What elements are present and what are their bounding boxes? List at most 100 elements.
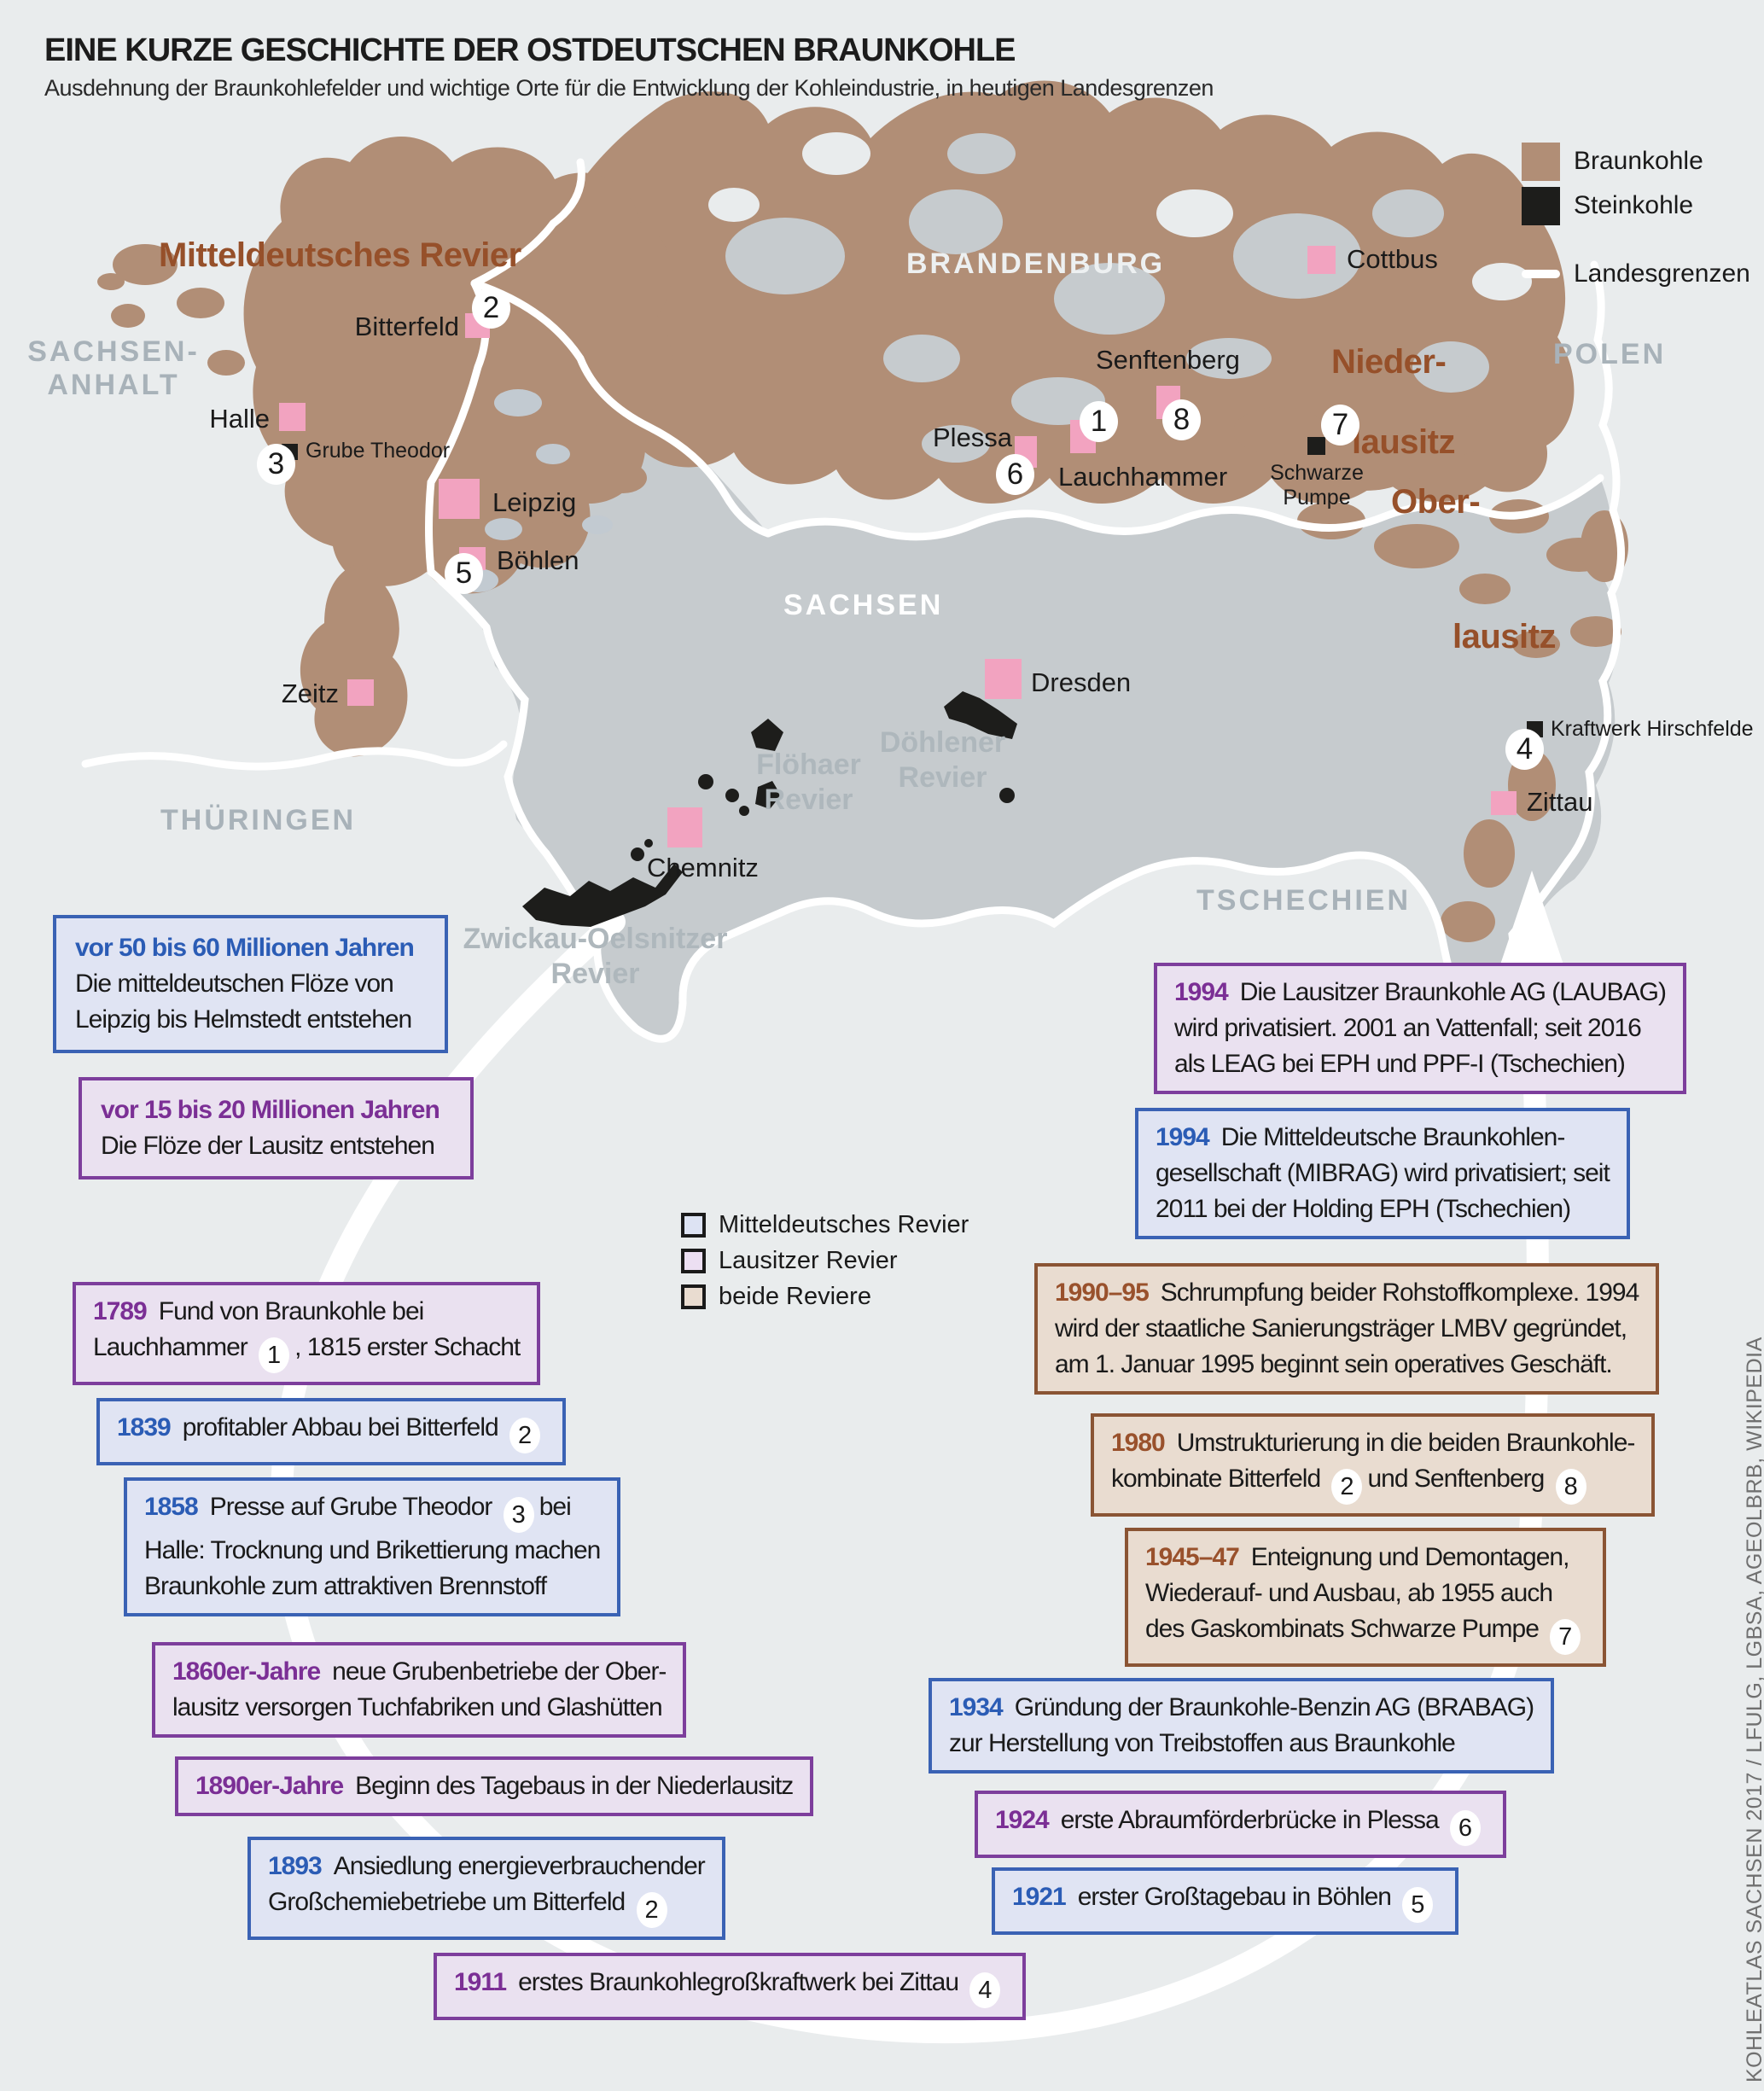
box-legend-item-blue: Mitteldeutsches Revier [681, 1207, 969, 1243]
timeline-box-r5: 1945–47 Enteignung und Demontagen, Wieder… [1125, 1528, 1607, 1667]
region-label-thueringen: THÜRINGEN [160, 804, 357, 836]
map-number-6: 6 [996, 454, 1034, 495]
city-marker-leipzig [439, 479, 480, 519]
timeline-year: 1893 [268, 1852, 323, 1880]
revier-label-mitteldeutsches: Mitteldeutsches Revier [159, 236, 521, 274]
timeline-box-l3: 1789 Fund von Braunkohle bei Lauchhammer … [73, 1282, 541, 1385]
timeline-year: 1994 [1174, 978, 1229, 1006]
map-number-2: 2 [472, 288, 510, 329]
timeline-box-r7: 1924 erste Abraumförderbrücke in Plessa 6 [975, 1791, 1506, 1858]
steinkohle-fields [522, 691, 1017, 927]
timeline-box-r3: 1990–95 Schrumpfung beider Rohstoffkomple… [1034, 1263, 1660, 1395]
brown-box-swatch-icon [681, 1284, 706, 1309]
legend-item-steinkohle: Steinkohle [1522, 183, 1750, 228]
city-marker-halle [279, 403, 306, 431]
city-label-zittau: Zittau [1527, 787, 1593, 817]
map-number-ref-2: 2 [1331, 1469, 1363, 1505]
timeline-year: 1858 [144, 1493, 199, 1521]
map-number-ref-3: 3 [503, 1497, 534, 1533]
timeline-year: 1934 [949, 1693, 1004, 1721]
timeline-box-r4: 1980 Umstrukturierung in die beiden Braun… [1091, 1413, 1656, 1517]
steinkohle-swatch-icon [1522, 186, 1560, 225]
city-label-halle: Halle [209, 404, 270, 434]
revier-label-floehaer: Flöhaer Revier [756, 748, 861, 816]
timeline-year: vor 50 bis 60 Millionen Jahren [75, 934, 415, 962]
border-line-icon [1522, 270, 1560, 278]
timeline-year: 1789 [93, 1297, 148, 1325]
steinkohle-marker-schwarze-pumpe [1307, 437, 1325, 455]
timeline-box-l9: 1911 erstes Braunkohlegroßkraftwerk bei Z… [434, 1953, 1027, 2020]
timeline-year: 1911 [454, 1968, 507, 1996]
map-number-8: 8 [1162, 399, 1201, 440]
timeline-year: 1945–47 [1145, 1543, 1240, 1571]
timeline-box-l6: 1860er-Jahre neue Grubenbetriebe der Ober… [152, 1642, 687, 1738]
timeline-year: vor 15 bis 20 Millionen Jahren [101, 1096, 440, 1124]
page-title: EINE KURZE GESCHICHTE DER OSTDEUTSCHEN B… [44, 32, 1016, 68]
box-legend-label: Mitteldeutsches Revier [719, 1210, 969, 1238]
map-number-ref-2: 2 [636, 1892, 667, 1928]
region-label-sachsen-anhalt: SACHSEN- ANHALT [27, 335, 200, 402]
map-number-ref-1: 1 [259, 1337, 290, 1373]
city-label-boehlen: Böhlen [497, 545, 579, 575]
timeline-box-r6: 1934 Gründung der Braunkohle-Benzin AG (B… [929, 1678, 1555, 1774]
box-legend-item-purple: Lausitzer Revier [681, 1243, 969, 1278]
city-marker-zeitz [347, 679, 374, 706]
city-label-zeitz: Zeitz [281, 679, 339, 708]
city-label-plessa: Plessa [933, 422, 1013, 452]
legend-label: Braunkohle [1574, 147, 1703, 175]
city-label-lauchhammer: Lauchhammer [1058, 462, 1228, 492]
revier-label-lausitz-n: lausitz [1352, 423, 1455, 461]
timeline-box-l4: 1839 profitabler Abbau bei Bitterfeld 2 [96, 1398, 567, 1465]
city-label-leipzig: Leipzig [492, 487, 577, 517]
revier-box-legend: Mitteldeutsches Revier Lausitzer Revier be… [681, 1207, 969, 1314]
city-label-senftenberg: Senftenberg [1096, 345, 1240, 375]
box-legend-item-brown: beide Reviere [681, 1278, 969, 1314]
city-marker-dresden [985, 659, 1022, 699]
braunkohle-swatch-icon [1522, 142, 1560, 181]
revier-label-lausitz-o: lausitz [1453, 618, 1556, 655]
map-number-1: 1 [1080, 401, 1118, 442]
map-number-ref-6: 6 [1449, 1810, 1481, 1846]
timeline-box-r2: 1994 Die Mitteldeutsche Braunkohlen- gese… [1135, 1108, 1630, 1239]
map-number-5: 5 [445, 553, 483, 594]
map-number-7: 7 [1321, 405, 1359, 446]
purple-box-swatch-icon [681, 1248, 706, 1273]
timeline-box-l7: 1890er-Jahre Beginn des Tagebaus in der N… [175, 1756, 814, 1816]
blue-box-swatch-icon [681, 1212, 706, 1238]
city-marker-zittau [1491, 791, 1517, 815]
legend-item-braunkohle: Braunkohle [1522, 139, 1750, 183]
city-label-cottbus: Cottbus [1347, 244, 1438, 274]
revier-label-ober: Ober- [1391, 483, 1481, 521]
poi-label-grube-theodor: Grube Theodor [306, 439, 451, 463]
timeline-year: 1921 [1012, 1883, 1067, 1911]
map-number-ref-7: 7 [1550, 1619, 1581, 1655]
timeline-year: 1994 [1156, 1123, 1210, 1151]
map-number-3: 3 [257, 444, 295, 485]
legend-item-landesgrenzen: Landesgrenzen [1522, 252, 1750, 296]
timeline-year: 1980 [1111, 1429, 1166, 1457]
map-number-ref-8: 8 [1555, 1469, 1586, 1505]
timeline-box-r8: 1921 erster Großtagebau in Böhlen 5 [992, 1867, 1459, 1935]
map-legend: Braunkohle Steinkohle Landesgrenzen [1522, 139, 1750, 296]
credit: KOHLEATLAS SACHSEN 2017 / LFULG, LGBSA, … [1743, 1337, 1764, 2082]
revier-label-doehlener: Döhlener Revier [879, 726, 1006, 794]
timeline-box-l5: 1858 Presse auf Grube Theodor 3 bei Halle:… [124, 1477, 621, 1616]
map-number-ref-5: 5 [1402, 1887, 1434, 1923]
timeline-box-r1: 1994 Die Lausitzer Braunkohle AG (LAUBAG)… [1154, 963, 1686, 1094]
map-number-ref-2: 2 [509, 1418, 541, 1453]
city-label-bitterfeld: Bitterfeld [354, 312, 459, 341]
region-label-tschechien: TSCHECHIEN [1196, 884, 1412, 917]
box-legend-label: Lausitzer Revier [719, 1246, 898, 1274]
saxony-shape [427, 283, 1619, 1040]
map-number-4: 4 [1505, 729, 1544, 770]
timeline-year: 1860er-Jahre [172, 1657, 321, 1686]
region-label-sachsen: SACHSEN [783, 589, 944, 621]
timeline-year: 1924 [995, 1806, 1050, 1834]
poi-label-schwarze-pumpe: Schwarze Pumpe [1270, 461, 1364, 510]
box-legend-label: beide Reviere [719, 1282, 871, 1310]
city-label-chemnitz: Chemnitz [647, 853, 759, 882]
timeline-box-l2: vor 15 bis 20 Millionen Jahren Die Flöze … [79, 1077, 474, 1179]
legend-label: Landesgrenzen [1574, 259, 1750, 288]
timeline-year: 1990–95 [1055, 1278, 1150, 1307]
